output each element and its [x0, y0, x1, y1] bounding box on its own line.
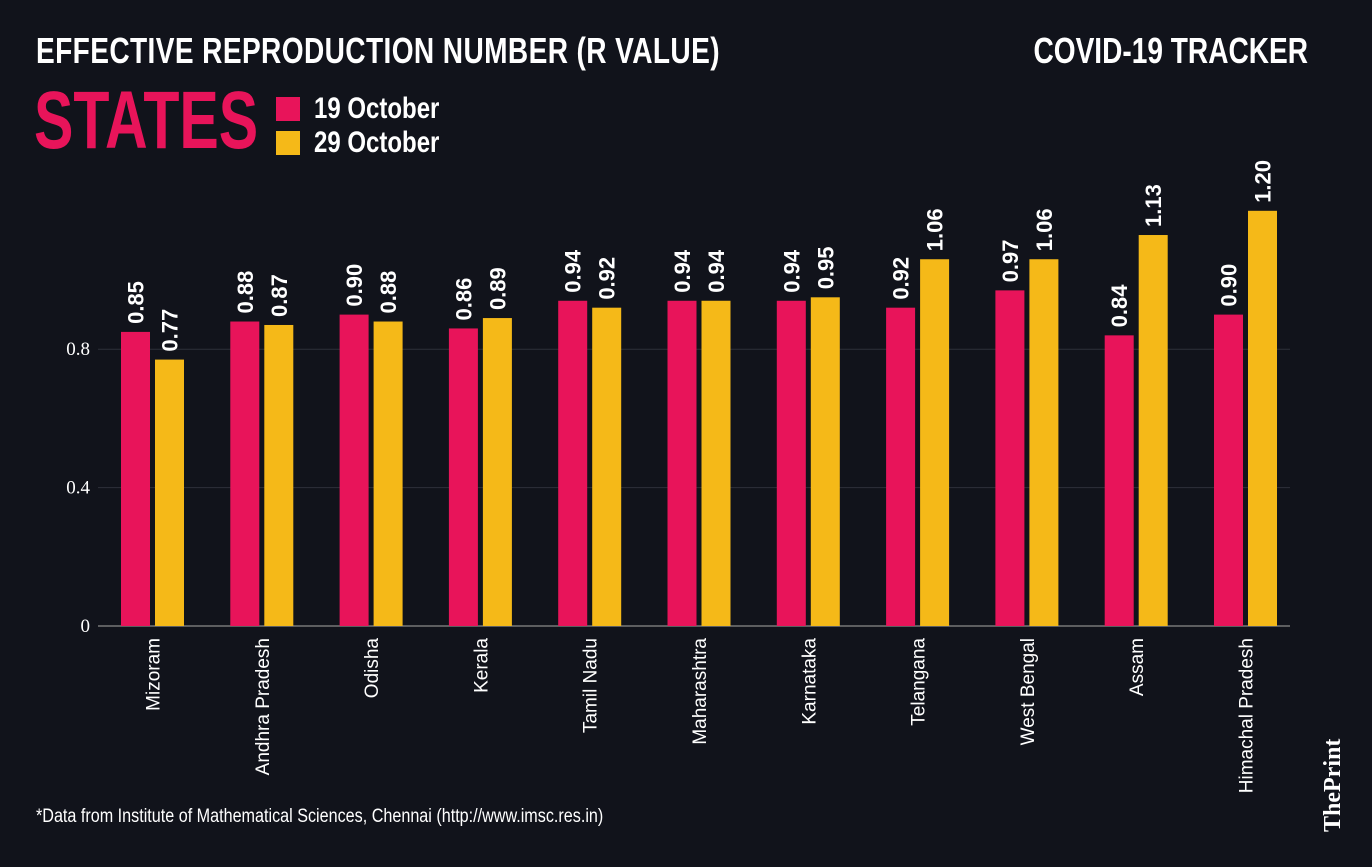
legend: 19 October 29 October	[276, 92, 471, 160]
data-label: 0.89	[485, 267, 510, 310]
bar-andhra-pradesh-1	[264, 324, 294, 626]
states-heading: STATES	[34, 75, 259, 166]
bar-kerala-0	[448, 328, 478, 626]
y-tick-label: 0.8	[66, 339, 90, 360]
data-label: 0.92	[889, 257, 914, 300]
bar-karnataka-1	[810, 297, 840, 626]
data-label: 0.94	[670, 249, 695, 293]
data-label: 1.20	[1251, 160, 1276, 203]
legend-item-29-october: 29 October	[276, 126, 471, 160]
x-tick-label: Andhra Pradesh	[253, 638, 274, 775]
bar-assam-0	[1104, 335, 1134, 626]
bar-west-bengal-0	[995, 290, 1025, 626]
bar-kerala-1	[482, 318, 512, 626]
data-label: 0.94	[561, 249, 586, 293]
data-label: 0.92	[595, 257, 620, 300]
y-tick-label: 0	[81, 616, 91, 637]
bar-maharashtra-1	[701, 300, 731, 626]
bar-himachal-pradesh-0	[1214, 314, 1243, 626]
data-label: 0.84	[1107, 284, 1132, 328]
chart-title: EFFECTIVE REPRODUCTION NUMBER (R VALUE)	[36, 30, 720, 71]
data-label: 0.95	[813, 246, 838, 289]
data-label: 0.77	[158, 309, 183, 352]
x-tick-label: Assam	[1127, 638, 1148, 696]
bar-odisha-0	[339, 314, 369, 626]
legend-swatch	[276, 131, 300, 155]
bar-assam-1	[1138, 235, 1168, 626]
bar-telangana-1	[920, 259, 950, 626]
data-label: 0.88	[376, 271, 401, 314]
x-tick-label: Maharashtra	[690, 638, 711, 745]
data-label: 1.13	[1141, 184, 1166, 227]
legend-item-19-october: 19 October	[276, 92, 471, 126]
x-tick-label: Kerala	[471, 638, 492, 693]
bar-mizoram-1	[155, 359, 184, 626]
bar-karnataka-0	[776, 300, 806, 626]
x-tick-label: Mizoram	[144, 638, 165, 711]
x-tick-label: Tamil Nadu	[581, 638, 602, 733]
data-label: 1.06	[1032, 208, 1057, 251]
footnote: *Data from Institute of Mathematical Sci…	[36, 806, 604, 827]
bar-west-bengal-1	[1029, 259, 1059, 626]
legend-swatch	[276, 97, 300, 121]
bar-tamil-nadu-0	[558, 300, 588, 626]
data-label: 0.87	[267, 274, 292, 317]
bar-odisha-1	[373, 321, 403, 626]
tracker-label: COVID-19 TRACKER	[1033, 30, 1308, 71]
data-label: 1.06	[923, 208, 948, 251]
data-label: 0.94	[779, 249, 804, 293]
y-tick-label: 0.4	[66, 478, 90, 499]
bar-himachal-pradesh-1	[1248, 210, 1277, 627]
legend-label: 19 October	[314, 92, 440, 125]
x-tick-label: Karnataka	[799, 638, 820, 725]
data-label: 0.85	[124, 281, 149, 324]
data-label: 0.88	[233, 271, 258, 314]
bar-tamil-nadu-1	[592, 307, 622, 626]
theprint-logo: ThePrint	[1320, 738, 1346, 832]
x-tick-label: Odisha	[362, 638, 383, 699]
x-tick-label: Telangana	[909, 638, 930, 726]
bar-telangana-0	[886, 307, 916, 626]
bar-maharashtra-0	[667, 300, 697, 626]
data-label: 0.94	[704, 249, 729, 293]
data-label: 0.86	[451, 278, 476, 321]
data-label: 0.90	[1217, 264, 1242, 307]
x-tick-label: West Bengal	[1018, 638, 1039, 745]
bar-andhra-pradesh-0	[230, 321, 260, 626]
data-label: 0.97	[998, 240, 1023, 283]
data-label: 0.90	[342, 264, 367, 307]
x-tick-label: Himachal Pradesh	[1237, 638, 1258, 793]
legend-label: 29 October	[314, 126, 440, 159]
bar-mizoram-0	[121, 331, 150, 626]
